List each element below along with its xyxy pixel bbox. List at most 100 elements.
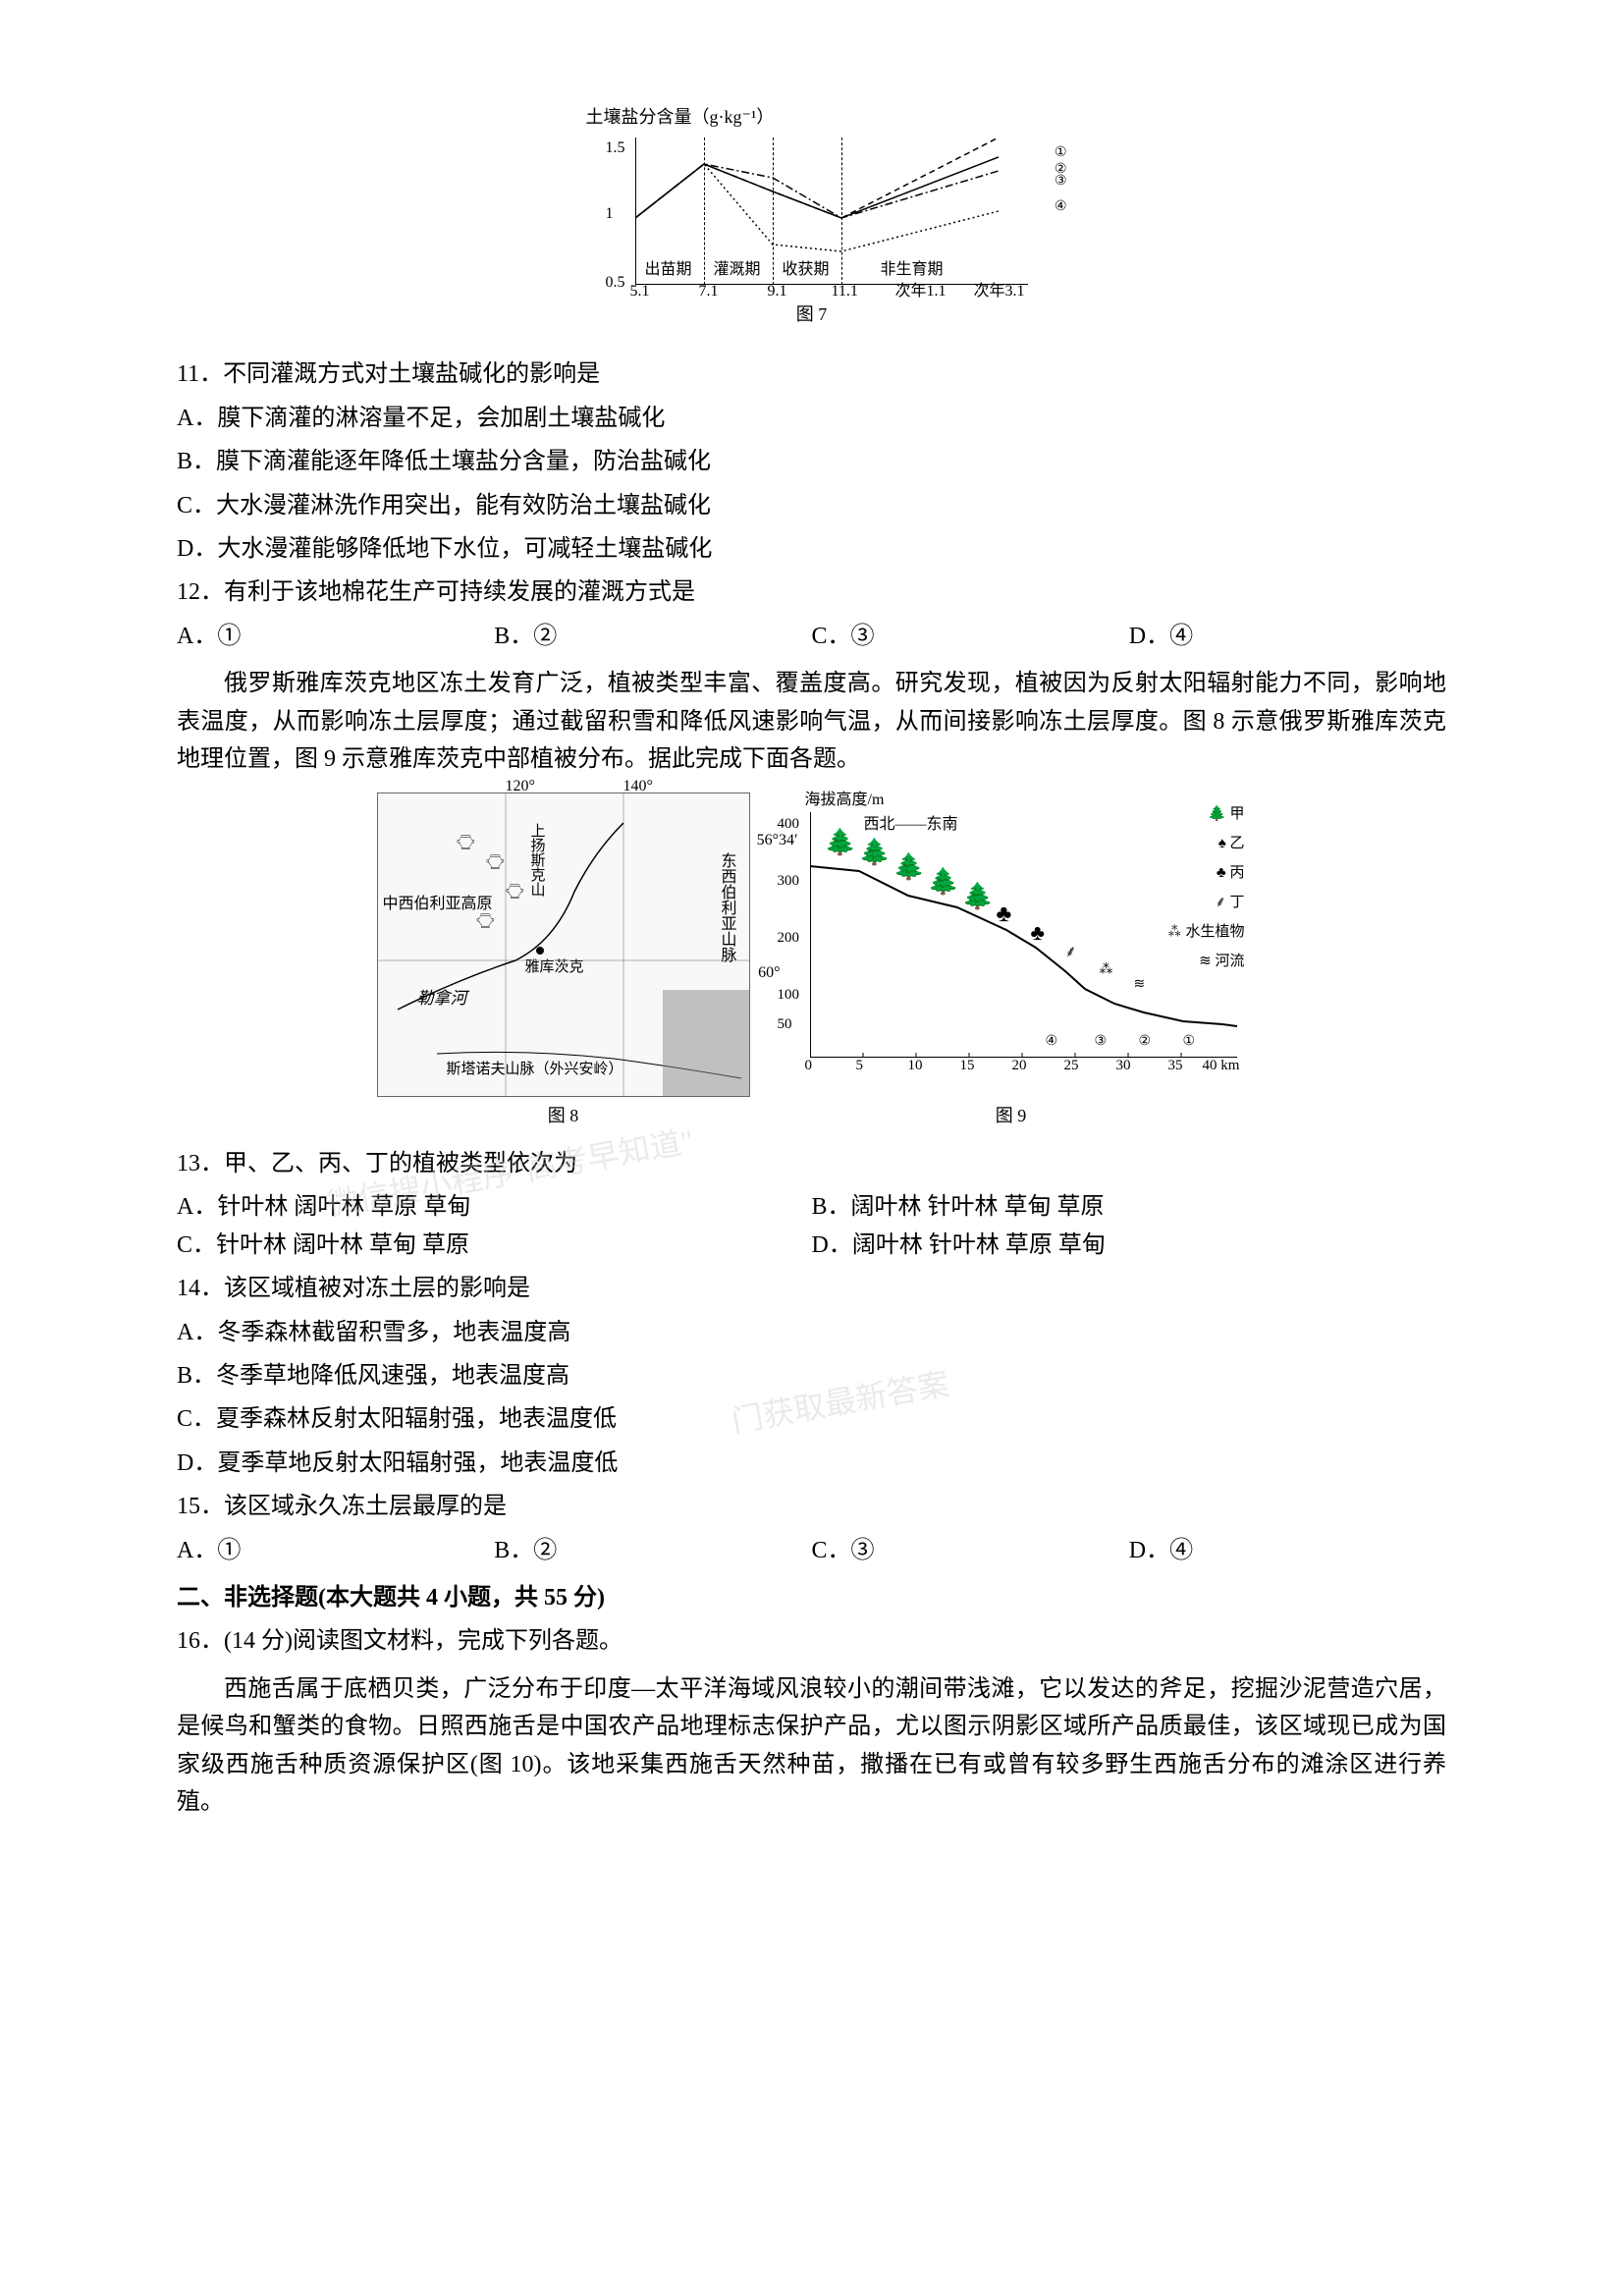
legend-item: ♣ 丙 (1217, 861, 1245, 885)
q13-option-c: C．针叶林 阔叶林 草甸 草原 (177, 1227, 812, 1264)
passage-yakutsk: 俄罗斯雅库茨克地区冻土发育广泛，植被类型丰富、覆盖度高。研究发现，植被因为反射太… (177, 665, 1446, 778)
grass-icon: ⁂ (1100, 959, 1113, 981)
legend-label: 丙 (1229, 865, 1244, 881)
profile9-marker-4: ④ (1046, 1031, 1058, 1053)
q14-option-c: C．夏季森林反射太阳辐射强，地表温度低 (177, 1400, 1446, 1438)
profile9-xtick: 0 (805, 1054, 813, 1077)
q14-option-a: A．冬季森林截留积雪多，地表温度高 (177, 1314, 1446, 1351)
tree-icon: 🌲 (859, 832, 891, 873)
q13-option-a: A．针叶林 阔叶林 草原 草甸 (177, 1188, 812, 1226)
profile-9: 海拔高度/m 西北——东南 400 300 200 100 50 🌲 🌲 (776, 793, 1247, 1097)
profile9-xtick: 20 (1012, 1054, 1027, 1077)
q15-option-c: C．③ (812, 1532, 1129, 1569)
legend-item: ⁂ 水生植物 (1167, 920, 1245, 944)
map-8: 120° 140° 56°34′ 60° 中西伯利亚高原 东西伯利亚山脉 上扬斯… (377, 793, 750, 1097)
q14-option-b: B．冬季草地降低风速强，地表温度高 (177, 1357, 1446, 1394)
figure-7-container: 土壤盐分含量（g·kg⁻¹） 1.5 1 0.5 ① ② ③ ④ 出苗期 灌溉期… (177, 128, 1446, 336)
map8-outline-svg (378, 793, 749, 1096)
q15-option-d: D．④ (1129, 1532, 1446, 1569)
profile9-xtick: 15 (960, 1054, 975, 1077)
chart7-yaxis-label: 土壤盐分含量（g·kg⁻¹） (586, 103, 775, 132)
legend-label: 乙 (1229, 836, 1244, 851)
chart-7: 土壤盐分含量（g·kg⁻¹） 1.5 1 0.5 ① ② ③ ④ 出苗期 灌溉期… (576, 128, 1048, 324)
figure-9-caption: 图 9 (776, 1102, 1247, 1130)
chart7-marker-3: ③ (1055, 171, 1067, 192)
q15-options: A．① B．② C．③ D．④ (177, 1532, 1446, 1569)
mountain-icon: 𓎶 (457, 833, 476, 864)
tree-icon: 🌲 (893, 847, 925, 888)
figures-8-9-container: 120° 140° 56°34′ 60° 中西伯利亚高原 东西伯利亚山脉 上扬斯… (177, 793, 1446, 1130)
q12-options: A．① B．② C．③ D．④ (177, 618, 1446, 655)
legend-label: 河流 (1215, 954, 1244, 969)
profile9-ytick: 100 (778, 983, 800, 1007)
chart7-xtick: 5.1 (630, 279, 650, 304)
q15-stem: 15．该区域永久冻土层最厚的是 (177, 1488, 1446, 1525)
q13-option-b: B．阔叶林 针叶林 草甸 草原 (812, 1188, 1447, 1226)
chart7-ytick: 1 (606, 201, 614, 227)
chart7-ytick: 0.5 (606, 270, 625, 296)
chart7-phase: 出苗期 (645, 257, 692, 283)
grass-icon: ⸙ (1065, 940, 1077, 965)
shrub-icon: ♣ (997, 896, 1012, 933)
q13-options: A．针叶林 阔叶林 草原 草甸 B．阔叶林 针叶林 草甸 草原 C．针叶林 阔叶… (177, 1188, 1446, 1264)
mountain-icon: 𓎶 (486, 852, 506, 884)
q12-option-d: D．④ (1129, 618, 1446, 655)
chart7-lines (635, 137, 1028, 285)
q16-stem: 16．(14 分)阅读图文材料，完成下列各题。 (177, 1622, 1446, 1660)
q15-option-b: B．② (494, 1532, 811, 1569)
chart7-caption: 图 7 (796, 301, 828, 329)
chart7-xtick: 9.1 (768, 279, 787, 304)
profile9-ytick: 300 (778, 869, 800, 893)
profile9-ytick: 200 (778, 926, 800, 950)
chart7-xtick: 次年1.1 (895, 279, 947, 304)
profile9-marker-1: ① (1183, 1031, 1196, 1053)
chart7-xtick: 11.1 (832, 279, 858, 304)
legend-item: 🌲 甲 (1208, 802, 1244, 826)
tree-icon: 🌲 (825, 822, 856, 863)
profile9-xtick: 5 (856, 1054, 864, 1077)
chart7-phase: 灌溉期 (714, 257, 761, 283)
tree-icon: 🌲 (962, 876, 994, 917)
section-2-heading: 二、非选择题(本大题共 4 小题，共 55 分) (177, 1579, 1446, 1616)
profile9-xtick: 35 (1168, 1054, 1183, 1077)
q11-option-a: A．膜下滴灌的淋溶量不足，会加剧土壤盐碱化 (177, 400, 1446, 437)
legend-item: ♠ 乙 (1218, 832, 1245, 855)
profile9-marker-2: ② (1139, 1031, 1152, 1053)
q12-option-a: A．① (177, 618, 494, 655)
profile9-marker-3: ③ (1095, 1031, 1108, 1053)
mountain-icon: 𓎶 (506, 882, 525, 913)
q11-option-c: C．大水漫灌淋洗作用突出，能有效防治土壤盐碱化 (177, 487, 1446, 524)
q13-stem: 13．甲、乙、丙、丁的植被类型依次为 (177, 1145, 1446, 1182)
chart7-marker-4: ④ (1055, 196, 1067, 218)
profile9-yaxis-label: 海拔高度/m (805, 788, 885, 813)
shrub-icon: ♣ (1031, 915, 1045, 950)
chart7-ytick: 1.5 (606, 136, 625, 161)
legend-label: 水生植物 (1185, 924, 1244, 940)
chart7-xtick: 7.1 (699, 279, 719, 304)
q16-passage: 西施舌属于底栖贝类，广泛分布于印度—太平洋海域风浪较小的潮间带浅滩，它以发达的斧… (177, 1670, 1446, 1822)
figure-8-wrapper: 120° 140° 56°34′ 60° 中西伯利亚高原 东西伯利亚山脉 上扬斯… (377, 793, 750, 1130)
q15-option-a: A．① (177, 1532, 494, 1569)
q12-stem: 12．有利于该地棉花生产可持续发展的灌溉方式是 (177, 574, 1446, 611)
figure-8-caption: 图 8 (377, 1102, 750, 1130)
chart7-phase: 收获期 (783, 257, 830, 283)
profile9-xunit: 40 km (1203, 1054, 1240, 1077)
water-icon: ≋ (1134, 974, 1146, 996)
tree-icon: 🌲 (928, 861, 959, 902)
q14-stem: 14．该区域植被对冻土层的影响是 (177, 1270, 1446, 1307)
chart7-xtick: 次年3.1 (974, 279, 1025, 304)
q12-option-c: C．③ (812, 618, 1129, 655)
profile9-ytick: 400 (778, 812, 800, 836)
q11-option-d: D．大水漫灌能够降低地下水位，可减轻土壤盐碱化 (177, 530, 1446, 568)
profile9-xtick: 30 (1116, 1054, 1131, 1077)
q13-option-d: D．阔叶林 针叶林 草原 草甸 (812, 1227, 1447, 1264)
profile9-xtick: 10 (908, 1054, 923, 1077)
legend-item: ⸙ 丁 (1215, 891, 1244, 914)
profile9-ytick: 50 (778, 1012, 792, 1036)
legend-label: 丁 (1229, 895, 1244, 910)
legend-item: ≋ 河流 (1199, 950, 1244, 973)
mountain-icon: 𓎶 (476, 911, 496, 943)
q11-stem: 11．不同灌溉方式对土壤盐碱化的影响是 (177, 355, 1446, 393)
figure-9-wrapper: 海拔高度/m 西北——东南 400 300 200 100 50 🌲 🌲 (776, 793, 1247, 1130)
q11-option-b: B．膜下滴灌能逐年降低土壤盐分含量，防治盐碱化 (177, 443, 1446, 480)
